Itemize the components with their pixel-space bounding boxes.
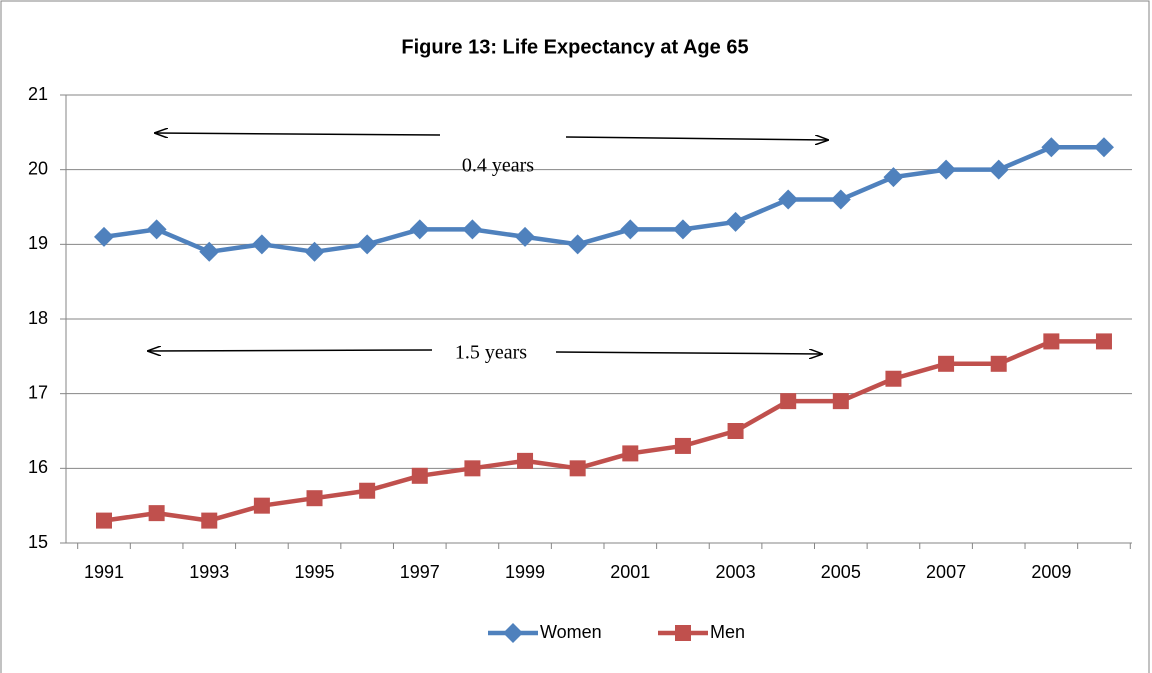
legend-label: Men <box>710 622 745 642</box>
point <box>778 189 799 210</box>
y-tick-label: 17 <box>28 382 48 402</box>
x-tick-label: 2003 <box>716 562 756 582</box>
series-line <box>103 339 1104 523</box>
legend-label: Women <box>540 622 602 642</box>
point <box>306 490 323 507</box>
point <box>990 355 1007 372</box>
point <box>672 219 693 240</box>
point <box>411 467 428 484</box>
point <box>885 370 902 387</box>
x-tick-label: 1993 <box>189 562 229 582</box>
point <box>146 219 167 240</box>
annotation-arrows <box>148 133 828 354</box>
point <box>409 219 430 240</box>
point <box>1095 333 1112 350</box>
point <box>1043 333 1060 350</box>
point <box>201 512 218 529</box>
legend-marker <box>503 623 523 643</box>
point <box>148 505 165 522</box>
point <box>727 423 744 439</box>
x-tick-label: 2005 <box>821 562 861 582</box>
point <box>780 393 797 410</box>
y-tick-label: 21 <box>28 84 48 104</box>
series-line <box>103 145 1104 255</box>
point <box>517 452 534 469</box>
point <box>567 234 588 255</box>
point <box>622 445 639 462</box>
y-tick-label: 15 <box>28 532 48 552</box>
point <box>938 355 955 372</box>
x-tick-label: 2001 <box>610 562 650 582</box>
point <box>464 460 481 477</box>
point <box>94 226 114 247</box>
legend-marker <box>675 625 691 641</box>
point <box>515 226 536 247</box>
point <box>830 189 851 210</box>
x-tick-label: 1997 <box>400 562 440 582</box>
chart-title: Figure 13: Life Expectancy at Age 65 <box>401 36 748 58</box>
y-tick-label: 20 <box>28 158 48 178</box>
x-tick-label: 1995 <box>294 562 334 582</box>
point <box>988 159 1009 180</box>
point <box>357 234 378 255</box>
point <box>96 512 112 529</box>
x-tick-label: 2007 <box>926 562 966 582</box>
x-tick-label: 2009 <box>1031 562 1071 582</box>
point <box>1093 137 1114 158</box>
point <box>253 497 270 514</box>
annotation: 0.4 years <box>462 155 534 177</box>
point <box>359 482 376 499</box>
point <box>304 241 325 262</box>
x-tick-label: 1991 <box>84 562 124 582</box>
point <box>1041 137 1062 158</box>
annotation: 1.5 years <box>455 342 527 364</box>
y-tick-label: 19 <box>28 233 48 253</box>
y-tick-label: 16 <box>28 457 48 477</box>
point <box>462 219 483 240</box>
point <box>199 241 220 262</box>
point <box>569 460 586 477</box>
point <box>832 393 849 410</box>
point <box>883 167 904 188</box>
point <box>936 159 957 180</box>
point <box>725 211 746 232</box>
point <box>620 219 641 240</box>
point <box>251 234 272 255</box>
point <box>674 437 691 454</box>
x-tick-label: 1999 <box>505 562 545 582</box>
y-tick-label: 18 <box>28 308 48 328</box>
